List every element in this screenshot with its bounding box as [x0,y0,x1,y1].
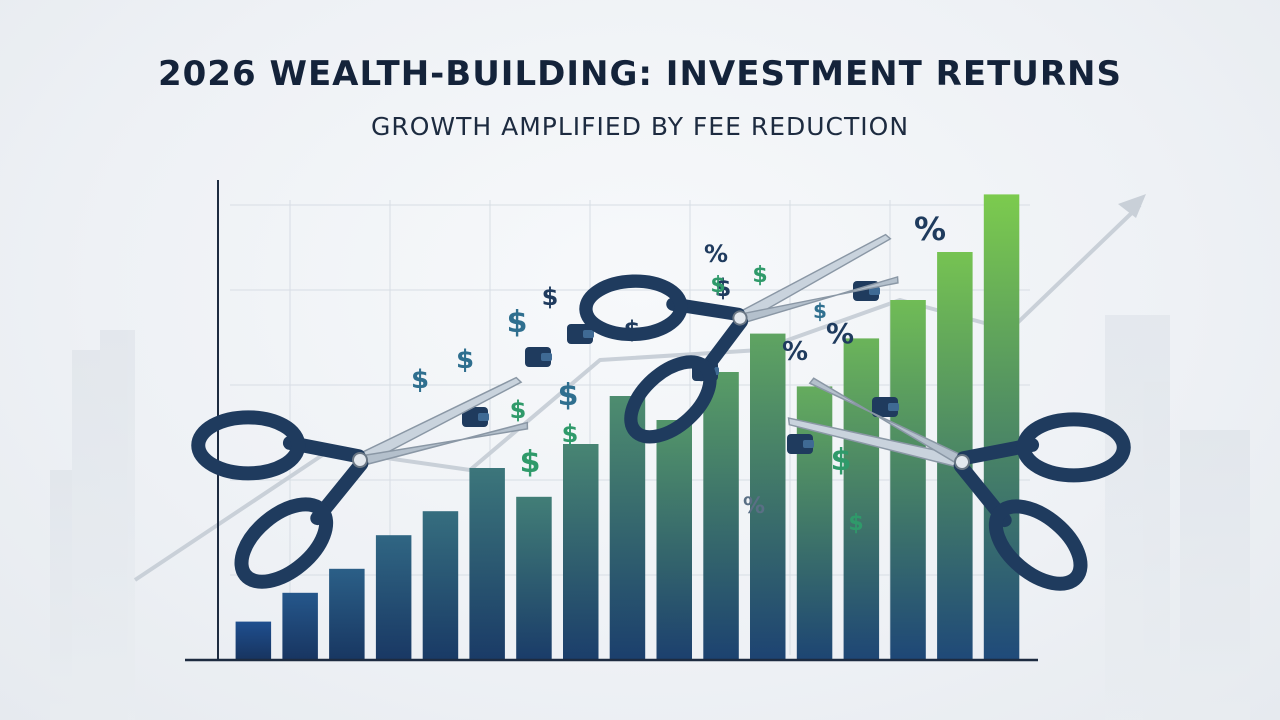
percent-icon: % [743,494,765,519]
bar-8 [563,444,599,660]
bar-2 [282,592,318,660]
bar-15 [890,300,926,660]
scissor-loop [988,499,1088,591]
background-bars [50,315,1250,720]
scissor-pivot [352,452,368,468]
percent-icon: % [914,210,946,248]
percent-icon: % [704,240,728,268]
dollar-sign-icon: $ [520,445,541,480]
scissors-icon [191,376,529,589]
wallet-clasp [583,330,594,338]
wallet-body [787,434,813,454]
dollar-sign-icon: $ [562,420,579,448]
chart-subtitle: GROWTH AMPLIFIED BY FEE REDUCTION [370,112,910,141]
scissor-loop [624,355,717,444]
wallet-icon [525,347,552,367]
dollar-sign-icon: $ [848,511,863,536]
bar-12 [750,333,786,660]
bar-17 [983,194,1020,660]
wallet-clasp [541,353,552,361]
dollar-sign-icon: $ [831,443,852,478]
wallet-icon [872,397,899,417]
dollar-sign-icon: $ [715,274,732,302]
bar-10 [656,420,692,660]
wallet-icon [567,324,594,344]
bar-4 [375,535,412,660]
bar-14 [843,338,880,660]
wallet-clasp [888,403,899,411]
bar-5 [422,511,459,660]
scissors-icon [787,377,1131,591]
scissor-loop [234,497,334,589]
scissor-loop [579,274,688,342]
dollar-sign-icon: $ [542,283,559,311]
wallet-clasp [869,287,880,295]
wallet-clasp [478,413,489,421]
dollar-sign-icon: $ [710,273,725,298]
dollar-sign-icon: $ [752,263,767,288]
scissor-pivot [954,454,970,470]
trend-arrowhead [1118,194,1146,218]
scissor-loop [191,410,306,481]
dollar-sign-icon: $ [813,299,827,323]
wallet-body [872,397,898,417]
wallet-body [567,324,593,344]
scissor-loop [1016,412,1131,483]
scissor-pivot [732,310,748,326]
bar-1 [235,621,272,660]
bar-11 [703,372,739,660]
dollar-sign-icon: $ [411,365,429,395]
wallet-body [525,347,551,367]
bar-3 [329,568,365,660]
wallet-body [462,407,488,427]
dollar-sign-icon: $ [507,305,528,340]
percent-icon: % [782,337,808,367]
bar-6 [469,468,505,660]
wallet-clasp [803,440,814,448]
dollar-sign-icon: $ [510,396,527,424]
scissors-group [191,233,1131,591]
wallet-icon [462,407,489,427]
scissors-icon [579,233,899,444]
bar-7 [516,496,552,660]
bar-series [235,194,1020,660]
wallet-icon [787,434,814,454]
dollar-sign-icon: $ [558,378,579,413]
percent-icon: % [826,317,854,350]
dollar-sign-icon: $ [456,345,474,375]
chart-title: 2026 WEALTH-BUILDING: INVESTMENT RETURNS [157,54,1122,94]
